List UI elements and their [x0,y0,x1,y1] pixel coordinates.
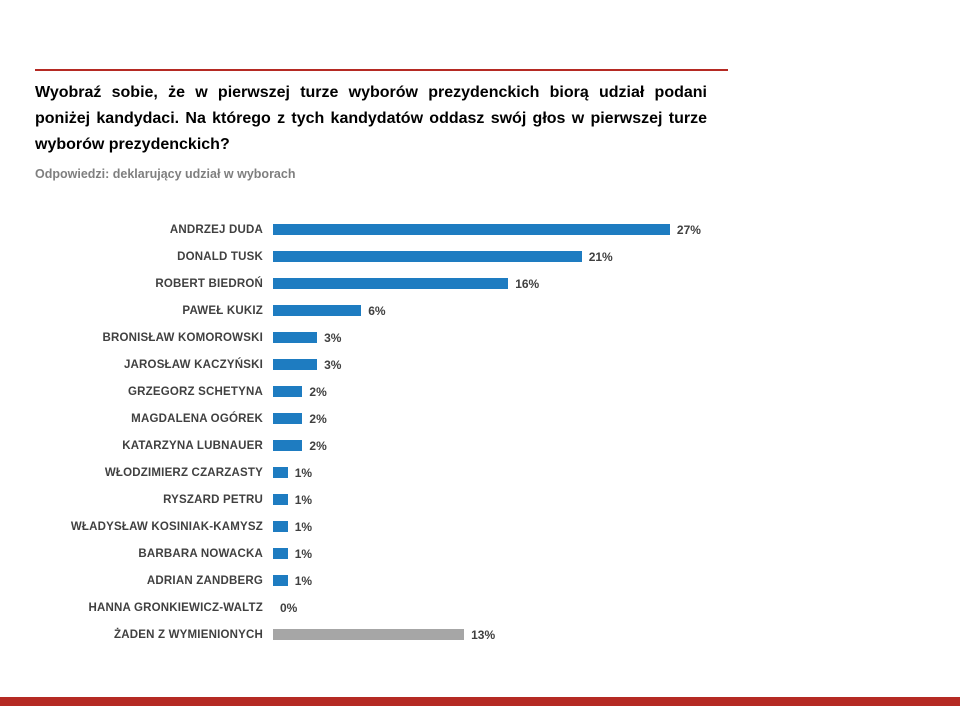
value-label: 27% [676,222,701,237]
bar-track: 1% [273,493,930,507]
value-bar [273,548,288,559]
candidate-label: WŁADYSŁAW KOSINIAK-KAMYSZ [70,520,263,533]
value-bar [273,521,288,532]
chart-row: RYSZARD PETRU 1% [0,486,930,513]
bar-track: 2% [273,412,930,426]
value-bar [273,359,318,370]
bottom-accent-band [0,697,960,706]
bar-track: 1% [273,466,930,480]
candidate-label: GRZEGORZ SCHETYNA [127,385,263,398]
chart-row: JAROSŁAW KACZYŃSKI 3% [0,351,930,378]
candidate-label: ANDRZEJ DUDA [169,223,263,236]
chart-row: DONALD TUSK 21% [0,243,930,270]
chart-row: PAWEŁ KUKIZ 6% [0,297,930,324]
candidate-label: RYSZARD PETRU [163,493,263,506]
bar-track: 27% [273,223,930,237]
chart-row: ROBERT BIEDROŃ 16% [0,270,930,297]
chart-row: BARBARA NOWACKA 1% [0,540,930,567]
value-label: 2% [309,384,327,399]
value-label: 1% [294,519,313,534]
value-label: 1% [294,465,313,480]
value-label: 0% [280,600,298,615]
value-label: 3% [324,357,342,372]
chart-row: HANNA GRONKIEWICZ-WALTZ 0% [0,594,930,621]
candidate-label: ROBERT BIEDROŃ [155,277,263,290]
value-bar [273,386,303,397]
chart-row: KATARZYNA LUBNAUER 2% [0,432,930,459]
top-divider-line [35,69,728,71]
bar-track: 3% [273,358,930,372]
value-label: 3% [324,330,342,345]
candidate-label: BRONISŁAW KOMOROWSKI [102,331,263,344]
horizontal-bar-chart: ANDRZEJ DUDA 27% DONALD TUSK 21% ROBERT BIED… [0,216,930,648]
candidate-label: DONALD TUSK [177,250,263,263]
value-bar [273,413,303,424]
candidate-label: PAWEŁ KUKIZ [182,304,263,317]
candidate-label: KATARZYNA LUBNAUER [122,439,263,452]
bar-track: 3% [273,331,930,345]
candidate-label: ADRIAN ZANDBERG [146,574,263,587]
value-bar [273,224,670,235]
value-label: 1% [294,492,313,507]
bar-track: 6% [273,304,930,318]
bar-track: 1% [273,520,930,534]
chart-row: GRZEGORZ SCHETYNA 2% [0,378,930,405]
chart-row: ADRIAN ZANDBERG 1% [0,567,930,594]
value-label: 6% [368,303,386,318]
value-label: 1% [294,573,313,588]
question-title: Wyobraź sobie, że w pierwszej turze wybo… [35,84,707,153]
respondents-subtitle: Odpowiedzi: deklarujący udział w wyborac… [35,167,296,181]
candidate-label: BARBARA NOWACKA [138,547,263,560]
bar-track: 2% [273,385,930,399]
value-bar [273,278,509,289]
candidate-label: WŁODZIMIERZ CZARZASTY [104,466,263,479]
bar-track: 2% [273,439,930,453]
bar-track: 16% [273,277,930,291]
chart-row: WŁADYSŁAW KOSINIAK-KAMYSZ 1% [0,513,930,540]
value-bar [273,332,318,343]
chart-row: ŻADEN Z WYMIENIONYCH 13% [0,621,930,648]
chart-row: ANDRZEJ DUDA 27% [0,216,930,243]
bar-track: 21% [273,250,930,264]
candidate-label: JAROSŁAW KACZYŃSKI [123,358,263,371]
value-bar [273,467,288,478]
value-bar [273,251,582,262]
candidate-label: HANNA GRONKIEWICZ-WALTZ [88,601,263,614]
bar-track: 13% [273,628,930,642]
value-bar [273,575,288,586]
bar-track: 1% [273,547,930,561]
value-bar [273,494,288,505]
bar-track: 0% [273,601,930,615]
candidate-label: ŻADEN Z WYMIENIONYCH [113,628,263,641]
value-label: 2% [309,438,327,453]
value-bar [273,440,303,451]
candidate-label: MAGDALENA OGÓREK [131,412,263,425]
value-label: 21% [588,249,613,264]
value-label: 2% [309,411,327,426]
value-label: 13% [471,627,496,642]
bar-track: 1% [273,574,930,588]
value-label: 16% [515,276,540,291]
chart-row: MAGDALENA OGÓREK 2% [0,405,930,432]
value-label: 1% [294,546,313,561]
value-bar [273,629,465,640]
chart-row: BRONISŁAW KOMOROWSKI 3% [0,324,930,351]
value-bar [273,305,362,316]
chart-row: WŁODZIMIERZ CZARZASTY 1% [0,459,930,486]
